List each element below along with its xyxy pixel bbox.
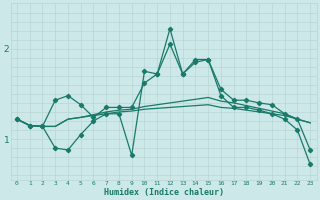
X-axis label: Humidex (Indice chaleur): Humidex (Indice chaleur) xyxy=(104,188,224,197)
